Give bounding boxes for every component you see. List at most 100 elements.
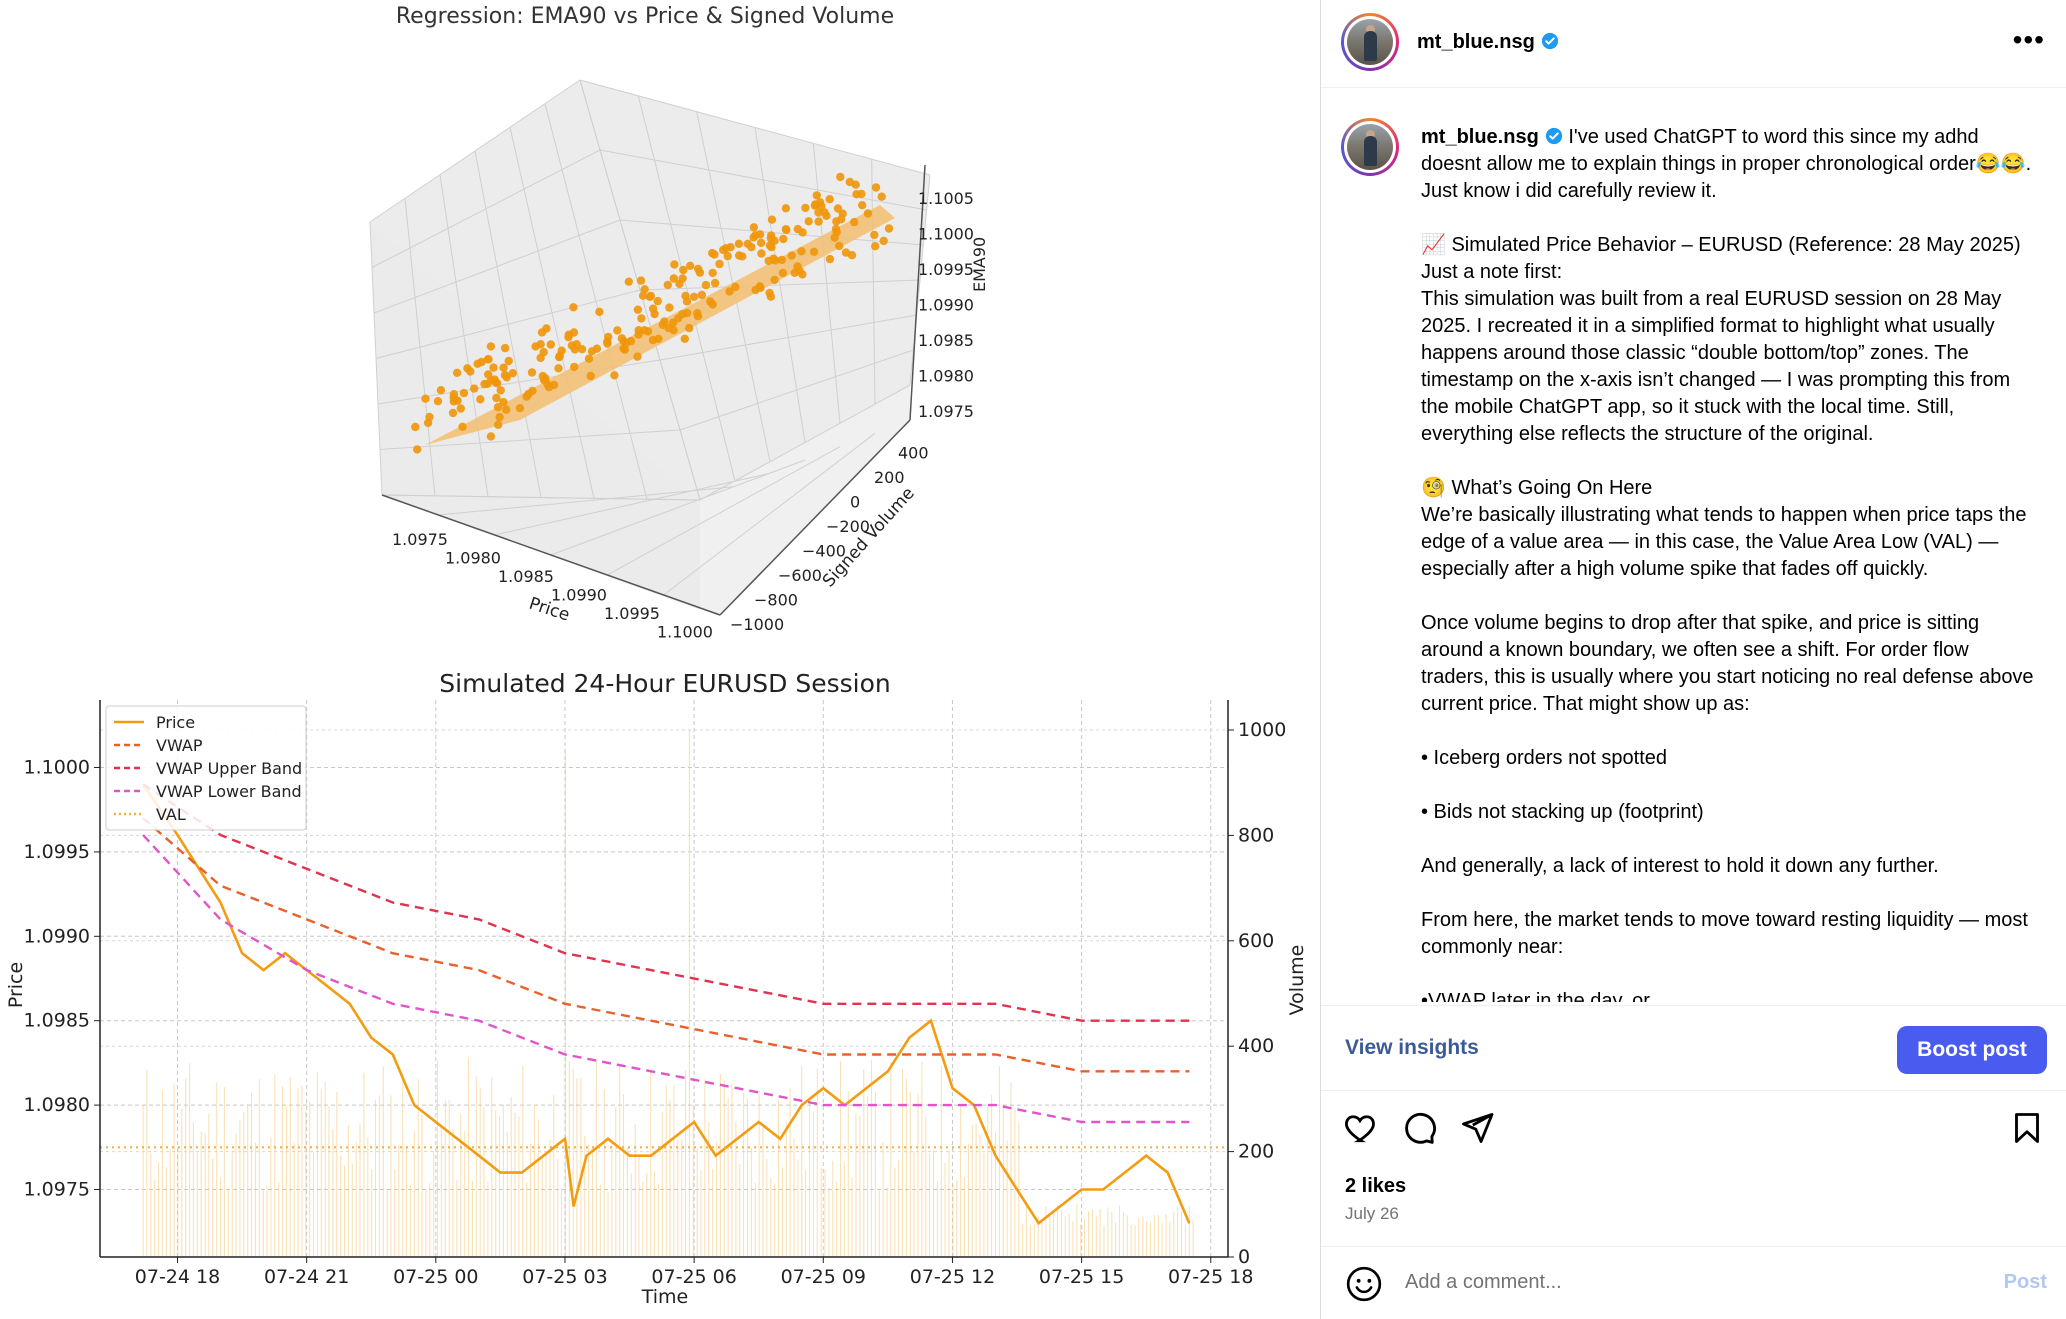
emoji-picker-icon[interactable]	[1345, 1265, 1383, 1303]
comment-input[interactable]: Add a comment...	[1405, 1271, 1562, 1293]
chart3d-gridline	[550, 459, 806, 556]
chart3d-point	[495, 412, 504, 422]
chart3d-point	[515, 404, 525, 413]
chart3d-point	[536, 353, 545, 363]
chart3d-point	[466, 367, 475, 376]
chart2d-ticks: 07-24 18 07-24 21 07-25 00 07-25 03 07-25 06…	[24, 719, 1287, 1288]
chart3d-point	[850, 217, 859, 227]
more-options-icon[interactable]: •••	[2012, 24, 2045, 55]
chart3d-point	[458, 422, 467, 431]
chart3d-ztick: 1.1000	[918, 225, 974, 244]
chart3d-point	[610, 371, 619, 380]
chart3d-point	[648, 335, 658, 345]
chart2d-y2label: Volume	[1286, 945, 1308, 1016]
chart3d-point	[693, 309, 702, 318]
save-bookmark-icon[interactable]	[2009, 1110, 2045, 1146]
chart3d-point	[486, 342, 496, 351]
post-date[interactable]: July 26	[1345, 1204, 1399, 1223]
chart2d-xtick-label: 07-25 00	[393, 1266, 478, 1288]
chart3d-point	[858, 201, 867, 210]
chart3d-point	[489, 363, 498, 372]
chart3d-point	[719, 245, 728, 255]
caption-gap	[1421, 205, 2041, 232]
chart2d-xtick-label: 07-25 15	[1039, 1266, 1124, 1288]
post-comment-button[interactable]: Post	[2003, 1271, 2047, 1293]
chart3d-point	[555, 351, 564, 361]
chart3d-point	[833, 204, 843, 213]
chart3d-point	[502, 405, 511, 414]
chart3d-point	[646, 291, 655, 301]
chart3d-point	[766, 234, 776, 243]
chart3d-point	[640, 326, 649, 335]
chart3d-point	[870, 230, 879, 240]
caption-gap	[1421, 961, 2041, 988]
chart3d-ztick: 1.0975	[918, 402, 974, 421]
chart3d-gridline	[373, 219, 621, 314]
chart3d-point	[809, 247, 819, 256]
chart3d-point	[633, 305, 643, 314]
chart3d-point	[723, 251, 732, 261]
chart3d-xtick: 1.0990	[551, 586, 607, 605]
chart3d-point	[756, 238, 766, 247]
chart3d-point	[825, 195, 834, 204]
chart2d-xtick-label: 07-24 18	[135, 1266, 220, 1288]
chart3d-ytick: 0	[850, 493, 860, 512]
chart3d-point	[496, 386, 505, 395]
chart3d-ytick: −800	[754, 591, 798, 610]
chart3d-gridline	[369, 79, 581, 223]
chart3d-point	[697, 290, 706, 300]
chart2d-legend-label: VWAP Upper Band	[156, 759, 302, 778]
chart3d-point	[877, 192, 886, 201]
chart3d-point	[731, 282, 740, 292]
chart3d-ytick: 400	[898, 444, 929, 463]
chart3d-point	[524, 389, 533, 399]
chart3d-point	[595, 307, 604, 316]
chart3d-point	[586, 371, 595, 381]
author-username[interactable]: mt_blue.nsg	[1417, 31, 1559, 54]
chart3d-point	[541, 374, 550, 383]
author-avatar[interactable]	[1341, 13, 1399, 71]
caption-username[interactable]: mt_blue.nsg	[1421, 126, 1539, 148]
like-heart-icon[interactable]	[1343, 1110, 1379, 1146]
caption-line: Once volume begins to drop after that sp…	[1421, 612, 2034, 715]
chart3d-point	[499, 397, 508, 407]
chart3d-point	[689, 292, 699, 301]
chart3d-ztick: 1.0995	[918, 260, 974, 279]
chart3d-ylabel: Signed Volume	[819, 484, 919, 592]
chart3d-point	[536, 340, 545, 349]
chart3d-ytick: −400	[802, 542, 846, 561]
view-insights-link[interactable]: View insights	[1345, 1036, 1479, 1059]
chart3d-point	[835, 241, 844, 251]
caption-author-avatar[interactable]	[1341, 118, 1399, 176]
chart3d-point	[493, 403, 503, 412]
chart3d-point	[743, 239, 752, 248]
chart3d-point	[831, 224, 841, 234]
chart3d-point	[801, 203, 810, 213]
chart3d-point	[499, 363, 508, 372]
caption-text: I've used ChatGPT to word this since my …	[1421, 126, 2032, 202]
chart3d-ema-axis	[909, 164, 926, 421]
likes-count[interactable]: 2 likes	[1345, 1175, 1407, 1197]
caption-gap	[1421, 718, 2041, 745]
chart3d-volume-axis	[719, 419, 911, 616]
chart3d-gridline	[599, 149, 927, 211]
chart3d-xtick: 1.0975	[392, 530, 448, 549]
chart2d-volume-bars	[142, 730, 1194, 1257]
chart3d-point	[767, 215, 777, 224]
session-line-chart: Simulated 24-Hour EURUSD Session 07-24 1…	[5, 669, 1308, 1308]
post-media[interactable]: Regression: EMA90 vs Price & Signed Volu…	[0, 0, 1320, 1319]
verified-badge-icon	[1545, 127, 1562, 145]
chart3d-point	[492, 393, 501, 403]
chart3d-point	[452, 368, 462, 377]
comment-bubble-icon[interactable]	[1401, 1110, 1437, 1146]
post-caption: mt_blue.nsg I've used ChatGPT to word th…	[1421, 124, 2041, 1002]
caption-line: • Iceberg orders not spotted	[1421, 747, 1668, 769]
share-send-icon[interactable]	[1459, 1110, 1495, 1146]
chart3d-point	[411, 422, 420, 432]
chart2d-y2tick-label: 0	[1238, 1246, 1250, 1268]
chart3d-ytick: −200	[826, 517, 870, 536]
chart2d-xlabel: Time	[641, 1286, 689, 1308]
author-username-text[interactable]: mt_blue.nsg	[1417, 31, 1535, 53]
boost-post-button[interactable]: Boost post	[1897, 1026, 2047, 1074]
